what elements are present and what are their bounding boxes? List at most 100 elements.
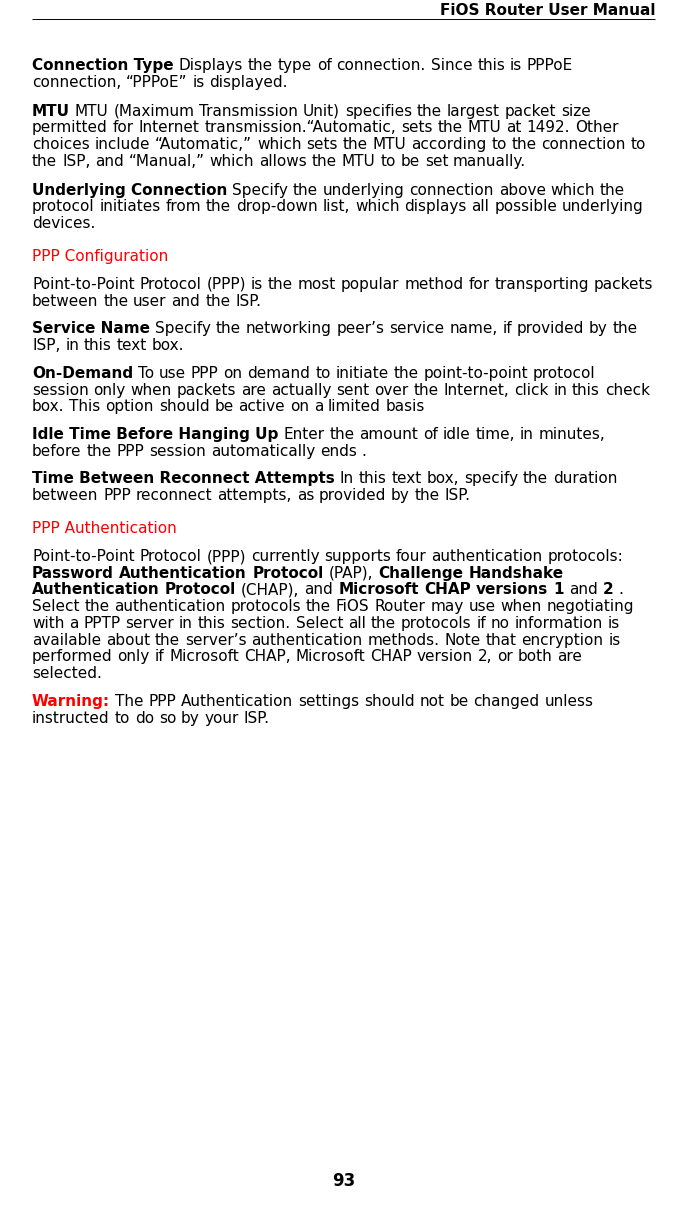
Text: (CHAP),: (CHAP), xyxy=(241,582,300,597)
Text: between: between xyxy=(32,488,98,503)
Text: instructed: instructed xyxy=(32,710,110,726)
Text: specify: specify xyxy=(464,472,518,486)
Text: PPP Configuration: PPP Configuration xyxy=(32,250,168,264)
Text: connection: connection xyxy=(541,137,626,152)
Text: according: according xyxy=(412,137,486,152)
Text: four: four xyxy=(396,549,427,564)
Text: about: about xyxy=(106,633,150,648)
Text: this: this xyxy=(572,382,600,398)
Text: a: a xyxy=(69,616,78,631)
Text: MTU: MTU xyxy=(467,121,501,135)
Text: this: this xyxy=(359,472,387,486)
Text: Time Between Reconnect Attempts: Time Between Reconnect Attempts xyxy=(32,472,335,486)
Text: PPPoE: PPPoE xyxy=(527,58,573,74)
Text: version: version xyxy=(416,649,473,665)
Text: This: This xyxy=(69,399,100,414)
Text: packets: packets xyxy=(594,277,653,292)
Text: Displays: Displays xyxy=(179,58,243,74)
Text: box.: box. xyxy=(152,338,184,353)
Text: versions: versions xyxy=(476,582,548,597)
Text: Internet,: Internet, xyxy=(443,382,509,398)
Text: encryption: encryption xyxy=(521,633,603,648)
Text: above: above xyxy=(499,182,546,198)
Text: be: be xyxy=(214,399,234,414)
Text: this: this xyxy=(84,338,112,353)
Text: server: server xyxy=(126,616,174,631)
Text: provided: provided xyxy=(319,488,386,503)
Text: Authentication: Authentication xyxy=(181,693,293,709)
Text: in: in xyxy=(65,338,79,353)
Text: The: The xyxy=(115,693,144,709)
Text: PPP: PPP xyxy=(148,693,176,709)
Text: the: the xyxy=(613,321,638,336)
Text: Underlying Connection: Underlying Connection xyxy=(32,182,227,198)
Text: MTU: MTU xyxy=(32,104,70,118)
Text: active: active xyxy=(238,399,285,414)
Text: the: the xyxy=(205,293,230,309)
Text: 2: 2 xyxy=(603,582,613,597)
Text: displayed.: displayed. xyxy=(210,75,288,89)
Text: should: should xyxy=(364,693,415,709)
Text: reconnect: reconnect xyxy=(136,488,212,503)
Text: drop-down: drop-down xyxy=(236,199,318,215)
Text: protocols: protocols xyxy=(401,616,471,631)
Text: minutes,: minutes, xyxy=(539,427,605,441)
Text: Authentication: Authentication xyxy=(32,582,160,597)
Text: Microsoft: Microsoft xyxy=(339,582,419,597)
Text: Service Name: Service Name xyxy=(32,321,150,336)
Text: with: with xyxy=(32,616,65,631)
Text: section.: section. xyxy=(231,616,291,631)
Text: ISP.: ISP. xyxy=(235,293,261,309)
Text: Unit): Unit) xyxy=(303,104,340,118)
Text: time,: time, xyxy=(475,427,515,441)
Text: the: the xyxy=(417,104,442,118)
Text: Specify: Specify xyxy=(155,321,211,336)
Text: from: from xyxy=(166,199,201,215)
Text: sent: sent xyxy=(336,382,370,398)
Text: PPP: PPP xyxy=(116,444,144,458)
Text: 93: 93 xyxy=(332,1172,355,1190)
Text: and: and xyxy=(304,582,333,597)
Text: the: the xyxy=(268,277,293,292)
Text: by: by xyxy=(181,710,200,726)
Text: the: the xyxy=(155,633,180,648)
Text: to: to xyxy=(631,137,646,152)
Text: only: only xyxy=(117,649,150,665)
Text: server’s: server’s xyxy=(185,633,247,648)
Text: Point-to-Point: Point-to-Point xyxy=(32,549,135,564)
Text: all: all xyxy=(471,199,489,215)
Text: the: the xyxy=(414,382,438,398)
Text: ISP.: ISP. xyxy=(444,488,471,503)
Text: the: the xyxy=(415,488,440,503)
Text: if: if xyxy=(502,321,512,336)
Text: networking: networking xyxy=(246,321,332,336)
Text: connection.: connection. xyxy=(337,58,426,74)
Text: transmission.“Automatic,: transmission.“Automatic, xyxy=(204,121,396,135)
Text: devices.: devices. xyxy=(32,216,95,232)
Text: choices: choices xyxy=(32,137,90,152)
Text: the: the xyxy=(343,137,368,152)
Text: FiOS Router User Manual: FiOS Router User Manual xyxy=(440,2,655,18)
Text: should: should xyxy=(159,399,210,414)
Text: methods.: methods. xyxy=(368,633,440,648)
Text: connection: connection xyxy=(409,182,494,198)
Text: packets: packets xyxy=(177,382,236,398)
Text: provided: provided xyxy=(517,321,584,336)
Text: Select: Select xyxy=(295,616,343,631)
Text: PPTP: PPTP xyxy=(84,616,121,631)
Text: if: if xyxy=(155,649,164,665)
Text: specifies: specifies xyxy=(345,104,412,118)
Text: option: option xyxy=(106,399,154,414)
Text: service: service xyxy=(390,321,444,336)
Text: idle: idle xyxy=(442,427,471,441)
Text: peer’s: peer’s xyxy=(337,321,384,336)
Text: the: the xyxy=(85,599,109,614)
Text: protocols:: protocols: xyxy=(548,549,623,564)
Text: unless: unless xyxy=(545,693,594,709)
Text: this: this xyxy=(198,616,226,631)
Text: which: which xyxy=(210,153,254,169)
Text: Microsoft: Microsoft xyxy=(295,649,365,665)
Text: To: To xyxy=(138,365,154,381)
Text: check: check xyxy=(605,382,650,398)
Text: in: in xyxy=(179,616,193,631)
